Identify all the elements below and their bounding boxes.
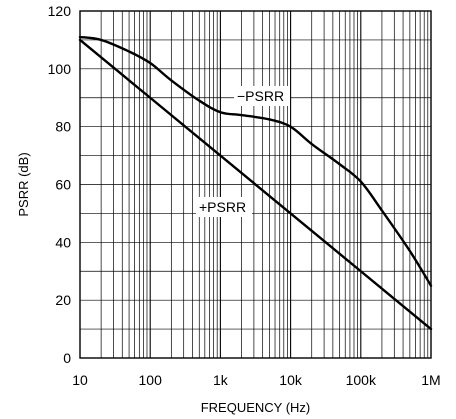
x-axis-label: FREQUENCY (Hz): [201, 400, 311, 415]
x-tick-label: 100k: [346, 372, 377, 388]
y-axis-label: PSRR (dB): [16, 152, 31, 216]
plot-frame: [79, 10, 432, 359]
y-tick-label: 40: [55, 234, 71, 250]
y-tick-label: 120: [48, 3, 72, 19]
y-tick-label: 80: [55, 119, 71, 135]
x-tick-label: 10k: [279, 372, 303, 388]
y-tick-label: 60: [55, 177, 71, 193]
annotation-background: [196, 197, 252, 217]
plus-psrr-annotation: +PSRR: [199, 199, 246, 215]
y-tick-label: 100: [48, 61, 72, 77]
x-tick-label: 1k: [213, 372, 229, 388]
x-tick-label: 1M: [421, 372, 440, 388]
tick-labels: 10 100 1k 10k 100k 1M 0 20 40 60 80 100 120: [48, 3, 441, 388]
x-tick-label: 10: [72, 372, 88, 388]
y-tick-label: 20: [55, 292, 71, 308]
x-tick-label: 100: [139, 372, 163, 388]
annotation-background: [234, 86, 290, 106]
minus-psrr-line: [78, 35, 433, 287]
series-group: [78, 35, 433, 331]
plus-psrr-line: [78, 38, 433, 331]
y-tick-label: 0: [63, 350, 71, 366]
minus-psrr-annotation: −PSRR: [237, 88, 284, 104]
annotation-group: −PSRR +PSRR: [196, 86, 290, 217]
